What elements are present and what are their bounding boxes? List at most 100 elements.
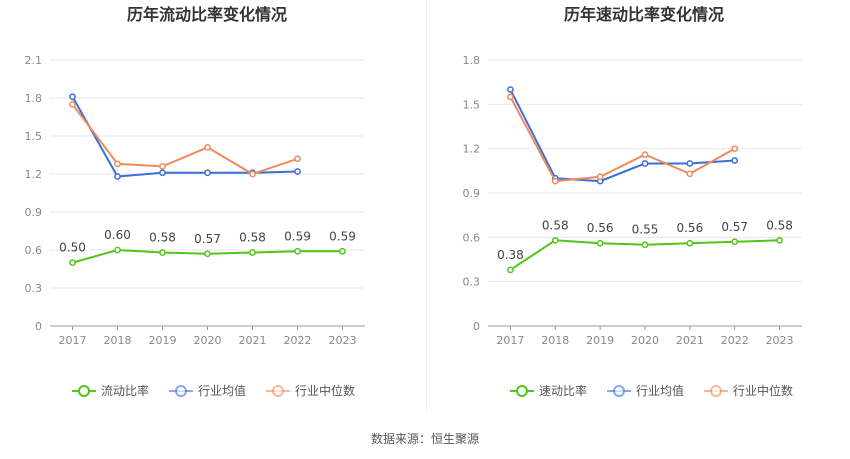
data-point [731, 238, 739, 246]
chart-title: 历年流动比率变化情况 [127, 5, 287, 24]
data-point [551, 236, 559, 244]
y-tick-label: 0.6 [25, 244, 43, 257]
data-point [249, 249, 256, 256]
x-tick-label: 2022 [284, 334, 312, 347]
panel-divider [426, 0, 427, 410]
x-tick-label: 2017 [496, 334, 524, 347]
x-tick-label: 2019 [586, 334, 614, 347]
data-point [686, 239, 694, 247]
data-point [596, 239, 604, 247]
y-tick-label: 0.9 [25, 206, 43, 219]
x-tick-label: 2018 [541, 334, 569, 347]
data-point [204, 169, 211, 177]
legend-marker [516, 385, 528, 397]
series-avg [507, 86, 739, 185]
x-tick-label: 2020 [631, 334, 659, 347]
data-label: 0.56 [676, 221, 703, 235]
legend-marker [78, 385, 90, 397]
data-point [204, 144, 211, 151]
series-median [69, 100, 301, 178]
data-source-note: 数据来源：恒生聚源 [370, 432, 479, 446]
data-label: 0.59 [329, 229, 356, 243]
data-label: 0.50 [59, 241, 86, 255]
legend-item-main[interactable]: 速动比率 [510, 383, 587, 398]
data-point [159, 169, 166, 177]
data-label: 0.58 [542, 218, 569, 232]
data-point [69, 259, 76, 267]
series-line [509, 96, 736, 183]
series-avg [69, 93, 301, 180]
x-tick-label: 2023 [766, 334, 794, 347]
legend-marker [175, 385, 187, 397]
data-point [294, 155, 301, 163]
x-tick-label: 2021 [676, 334, 704, 347]
data-point [731, 157, 739, 164]
y-tick-label: 1.2 [463, 143, 481, 156]
legend-label: 行业均值 [198, 383, 246, 398]
data-label: 0.58 [149, 231, 176, 245]
legend-label: 流动比率 [101, 383, 149, 398]
y-tick-label: 1.8 [25, 92, 43, 105]
x-tick-label: 2018 [104, 334, 132, 347]
series-median [507, 93, 739, 185]
legend-label: 速动比率 [539, 383, 587, 398]
data-point [507, 266, 514, 274]
y-tick-label: 1.5 [463, 98, 481, 111]
chart-panel-2: 历年速动比率变化情况 0 0.3 0.6 0.9 1.2 1.5 1.8 2017 2018 201… [463, 5, 802, 398]
y-tick-label: 1.8 [463, 54, 481, 67]
data-point [507, 93, 514, 101]
series-line [509, 89, 735, 183]
legend-item-avg[interactable]: 行业均值 [169, 383, 246, 398]
legend-label: 行业中位数 [733, 383, 793, 398]
legend-label: 行业均值 [636, 383, 684, 398]
chart-title: 历年速动比率变化情况 [564, 5, 724, 24]
data-point [114, 246, 121, 254]
data-point [641, 160, 649, 167]
data-point [294, 247, 301, 255]
x-tick-label: 2023 [329, 334, 357, 347]
chart-panel-1: 历年流动比率变化情况 0 0.3 0.6 0.9 1.2 1.5 1.8 2.1 2017 2018… [25, 5, 365, 398]
series-main: 0.50 0.60 0.58 0.57 0.58 0.59 0.59 [59, 228, 356, 267]
data-point [596, 173, 604, 181]
data-label: 0.60 [104, 228, 131, 242]
data-point [686, 170, 694, 178]
legend-label: 行业中位数 [295, 383, 355, 398]
legend-item-median[interactable]: 行业中位数 [704, 383, 793, 398]
y-tick-label: 1.2 [25, 168, 43, 181]
data-point [69, 93, 76, 101]
legend-item-main[interactable]: 流动比率 [72, 383, 149, 398]
legend-marker [710, 385, 722, 397]
x-tick-label: 2021 [239, 334, 267, 347]
y-tick-label: 1.5 [25, 130, 43, 143]
data-label: 0.55 [632, 223, 659, 237]
data-point [249, 170, 256, 178]
data-point [204, 250, 211, 258]
y-tick-label: 2.1 [25, 54, 43, 67]
y-tick-label: 0 [35, 320, 42, 333]
y-tick-label: 0.9 [463, 187, 481, 200]
data-point [776, 236, 783, 244]
data-point [114, 173, 121, 180]
data-point [159, 163, 166, 170]
data-point [69, 100, 76, 108]
legend-item-median[interactable]: 行业中位数 [266, 383, 355, 398]
legend-item-avg[interactable]: 行业均值 [607, 383, 684, 398]
y-tick-label: 0.3 [25, 282, 43, 295]
x-tick-label: 2022 [721, 334, 749, 347]
series-line [71, 103, 298, 176]
legend-marker [272, 385, 284, 397]
data-label: 0.59 [284, 229, 311, 243]
data-point [641, 241, 649, 249]
series-line [71, 96, 298, 178]
data-point [159, 249, 166, 256]
data-label: 0.57 [194, 232, 221, 246]
data-point [507, 86, 514, 93]
data-label: 0.58 [239, 231, 266, 245]
legend: 速动比率 行业均值 行业中位数 [510, 383, 793, 398]
legend-marker [613, 385, 625, 397]
data-point [731, 145, 739, 153]
data-point [294, 168, 301, 175]
data-label: 0.38 [497, 248, 524, 262]
data-point [339, 247, 346, 255]
